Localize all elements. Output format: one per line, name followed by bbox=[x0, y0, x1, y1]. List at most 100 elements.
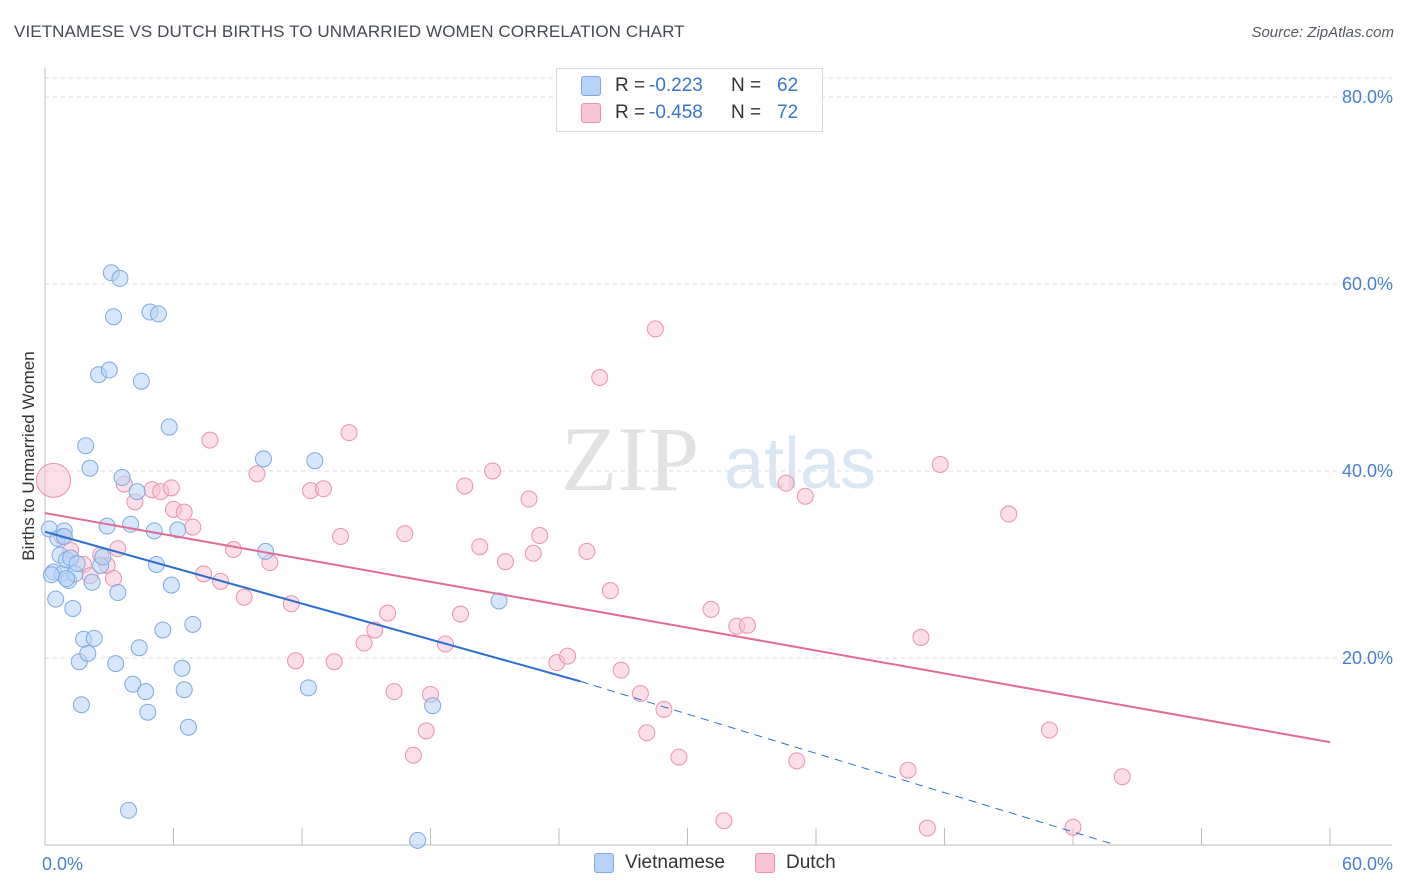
dutch-point bbox=[1040, 721, 1058, 739]
y-tick-label: 80.0% bbox=[1342, 87, 1393, 107]
vietnamese-point bbox=[79, 644, 97, 662]
vietnamese-point bbox=[94, 548, 112, 566]
vietnamese-trend-line bbox=[44, 530, 581, 683]
vietnamese-point bbox=[490, 592, 508, 610]
dutch-trend-line bbox=[44, 512, 1331, 744]
vietnamese-point bbox=[254, 450, 272, 468]
dutch-point bbox=[184, 518, 202, 536]
r-label: R = bbox=[615, 75, 646, 96]
vietnamese-point bbox=[169, 521, 187, 539]
vietnamese-point bbox=[128, 483, 146, 501]
n-label: N = bbox=[731, 102, 762, 123]
dutch-point bbox=[385, 683, 403, 701]
vietnamese-point bbox=[124, 675, 142, 693]
vietnamese-swatch bbox=[581, 76, 601, 96]
correlation-legend: R = -0.223 N = 62 R = -0.458 N = 72 bbox=[556, 68, 823, 132]
dutch-point bbox=[738, 616, 756, 634]
dutch-point bbox=[105, 570, 123, 588]
dutch-point bbox=[777, 474, 795, 492]
vietnamese-point bbox=[57, 570, 75, 588]
vietnamese-point bbox=[109, 584, 127, 602]
dutch-point bbox=[162, 479, 180, 497]
y-tick-label: 20.0% bbox=[1342, 648, 1393, 668]
dutch-point bbox=[559, 647, 577, 665]
r-value: -0.458 bbox=[649, 102, 703, 123]
dutch-point bbox=[702, 600, 720, 618]
dutch-point bbox=[355, 634, 373, 652]
dutch-point bbox=[670, 748, 688, 766]
watermark: ZIP atlas bbox=[561, 408, 876, 510]
legend-row-vietnamese: R = -0.223 N = 62 bbox=[581, 73, 798, 99]
vietnamese-point bbox=[120, 801, 138, 819]
axes bbox=[44, 68, 1392, 846]
vietnamese-points bbox=[40, 264, 508, 849]
dutch-point bbox=[531, 527, 549, 545]
vietnamese-point bbox=[113, 469, 131, 487]
n-value: 72 bbox=[777, 102, 799, 123]
vietnamese-point bbox=[64, 599, 82, 617]
dutch-point bbox=[520, 490, 538, 508]
dutch-point bbox=[591, 369, 609, 386]
y-tick-label: 40.0% bbox=[1342, 461, 1393, 481]
dutch-point bbox=[396, 525, 414, 543]
dutch-point bbox=[456, 477, 474, 495]
dutch-swatch bbox=[581, 103, 601, 123]
dutch-point bbox=[340, 424, 358, 442]
vietnamese-point bbox=[179, 718, 197, 736]
dutch-point bbox=[796, 487, 814, 505]
vietnamese-point bbox=[111, 269, 129, 287]
dutch-point bbox=[417, 722, 435, 740]
vietnamese-point bbox=[42, 566, 60, 584]
dutch-point bbox=[631, 685, 649, 703]
r-label: R = bbox=[615, 102, 646, 123]
vietnamese-point bbox=[85, 629, 103, 647]
dutch-point bbox=[601, 582, 619, 600]
dutch-point bbox=[638, 724, 656, 742]
dutch-point bbox=[248, 465, 266, 483]
vietnamese-trend-extension bbox=[580, 680, 1116, 846]
dutch-point bbox=[36, 462, 72, 498]
dutch-point bbox=[918, 819, 936, 837]
vietnamese-point bbox=[162, 576, 180, 594]
dutch-swatch bbox=[755, 853, 775, 873]
source-label: Source: ZipAtlas.com bbox=[1251, 24, 1394, 41]
vietnamese-point bbox=[100, 361, 118, 379]
dutch-point bbox=[314, 480, 332, 498]
legend-item-dutch[interactable]: Dutch bbox=[755, 852, 836, 874]
dutch-point bbox=[646, 320, 664, 338]
vietnamese-point bbox=[175, 681, 193, 699]
y-axis-label: Births to Unmarried Women bbox=[19, 351, 38, 561]
dutch-point bbox=[931, 455, 949, 473]
vietnamese-point bbox=[173, 659, 191, 677]
vietnamese-swatch bbox=[594, 853, 614, 873]
dutch-point bbox=[201, 431, 219, 449]
legend-item-vietnamese[interactable]: Vietnamese bbox=[594, 852, 725, 874]
vietnamese-point bbox=[154, 621, 172, 639]
vietnamese-point bbox=[98, 517, 116, 535]
vietnamese-point bbox=[72, 696, 90, 714]
vietnamese-point bbox=[299, 679, 317, 697]
series-legend: Vietnamese Dutch bbox=[594, 852, 866, 874]
watermark-zip: ZIP bbox=[561, 408, 699, 510]
n-label: N = bbox=[731, 75, 762, 96]
legend-row-dutch: R = -0.458 N = 72 bbox=[581, 100, 798, 126]
dutch-point bbox=[524, 544, 542, 562]
dutch-point bbox=[379, 604, 397, 622]
vietnamese-point bbox=[424, 697, 442, 715]
dutch-point bbox=[788, 752, 806, 770]
vietnamese-point bbox=[68, 555, 86, 573]
dutch-point bbox=[612, 661, 630, 679]
vietnamese-point bbox=[107, 655, 125, 673]
vietnamese-point bbox=[77, 437, 95, 455]
legend-label: Dutch bbox=[786, 852, 836, 873]
dutch-point bbox=[332, 527, 350, 545]
dutch-point bbox=[899, 761, 917, 779]
chart-title: VIETNAMESE VS DUTCH BIRTHS TO UNMARRIED … bbox=[14, 22, 685, 41]
axis-ticks bbox=[44, 828, 1331, 845]
dutch-point bbox=[325, 653, 343, 671]
dutch-point bbox=[655, 700, 673, 718]
vietnamese-point bbox=[160, 418, 178, 436]
n-value: 62 bbox=[777, 75, 799, 96]
dutch-point bbox=[912, 628, 930, 646]
